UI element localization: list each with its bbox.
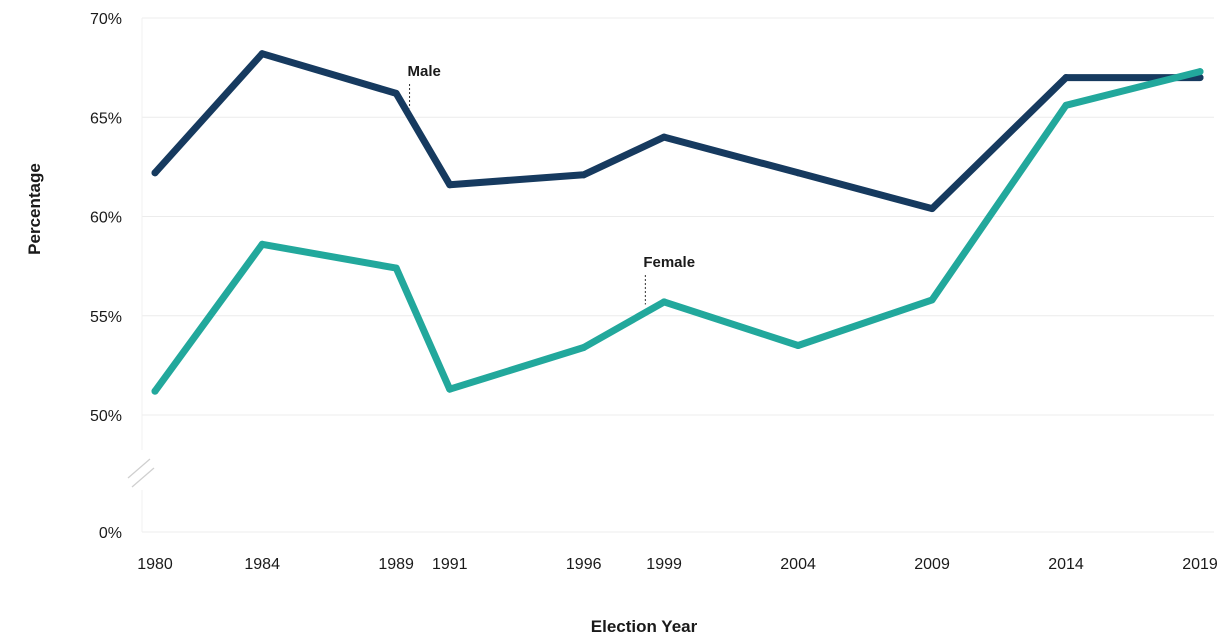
x-tick-label: 2004 [780,556,816,573]
y-tick-label: 65% [90,110,122,127]
data-point-female [1062,101,1070,109]
series-label-male: Male [408,63,441,80]
x-tick-label: 1999 [646,556,682,573]
data-point-female [151,387,159,395]
x-tick-label: 2019 [1182,556,1218,573]
data-point-male [258,50,266,58]
data-point-female [580,344,588,352]
data-point-female [446,385,454,393]
data-point-male [580,171,588,179]
data-point-female [392,264,400,272]
y-tick-label: 0% [99,525,122,542]
x-tick-label: 2009 [914,556,950,573]
data-point-male [1062,74,1070,82]
data-point-male [794,169,802,177]
y-tick-label: 60% [90,210,122,227]
data-point-female [794,342,802,350]
gridlines [142,17,1214,533]
series-line-female [151,68,1204,395]
axis-break-mark [127,458,151,479]
series-line-male [151,50,1204,213]
x-tick-label: 1984 [244,556,280,573]
x-tick-label: 1980 [137,556,173,573]
x-tick-label: 1989 [378,556,414,573]
data-point-male [392,89,400,97]
y-axis-title: Percentage [25,163,44,255]
y-tick-label: 50% [90,408,122,425]
x-axis-title: Election Year [591,617,698,636]
axis-break-mark [131,467,155,488]
data-point-male [928,205,936,213]
series-labels: Male Female [408,63,695,305]
series-lines [151,50,1204,395]
data-point-female [258,240,266,248]
x-tick-label: 1996 [566,556,602,573]
x-tick-label: 1991 [432,556,468,573]
data-point-male [151,169,159,177]
data-point-female [660,298,668,306]
data-point-male [446,181,454,189]
data-point-male [1196,74,1204,82]
x-tick-label: 2014 [1048,556,1084,573]
y-tick-label: 55% [90,309,122,326]
series-label-female: Female [643,254,695,271]
data-point-female [1196,68,1204,76]
y-tick-label: 70% [90,11,122,28]
data-point-female [928,296,936,304]
axes: 0% 50% 55% 60% 65% 70% 1980 1984 1989 1991 1996 199… [90,11,1218,573]
data-point-male [660,133,668,141]
